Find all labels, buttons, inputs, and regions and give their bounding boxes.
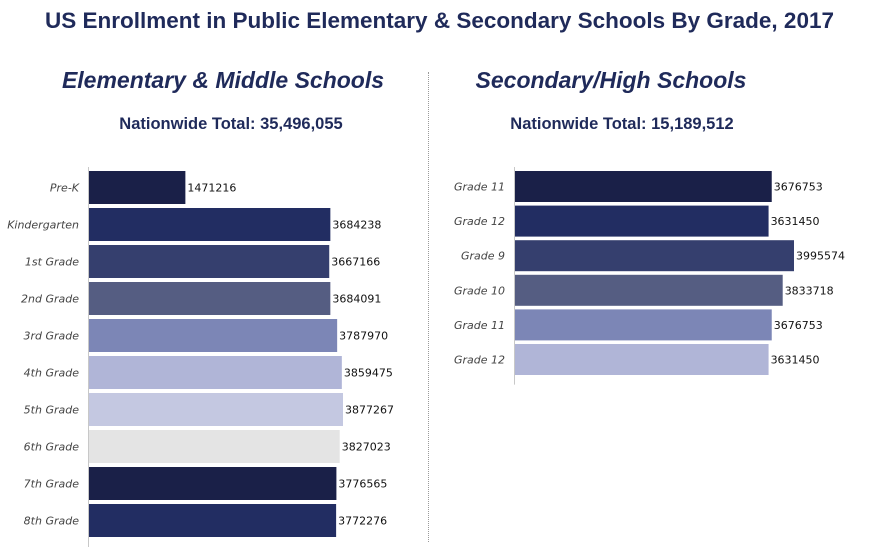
category-label: Grade 11 — [454, 181, 505, 194]
bar — [515, 205, 769, 237]
category-label: 7th Grade — [24, 478, 80, 491]
bar — [515, 171, 772, 202]
value-label: 3667166 — [331, 256, 380, 269]
value-label: 3833718 — [785, 284, 834, 297]
bar — [89, 356, 342, 389]
category-label: 4th Grade — [24, 367, 80, 380]
bar — [515, 240, 794, 272]
value-label: 3859475 — [344, 367, 393, 380]
bar — [89, 282, 331, 315]
bar — [89, 245, 330, 278]
value-label: 3827023 — [342, 441, 391, 454]
value-label: 3776565 — [338, 478, 387, 491]
value-label: 3684091 — [332, 293, 381, 306]
category-label: 8th Grade — [24, 515, 80, 528]
value-label: 3684238 — [332, 219, 381, 232]
bar — [89, 467, 337, 500]
category-label: Grade 10 — [454, 284, 505, 297]
category-label: 3rd Grade — [23, 330, 79, 343]
bar — [89, 208, 331, 241]
chart-title: US Enrollment in Public Elementary & Sec… — [44, 8, 834, 33]
value-label: 3787970 — [339, 330, 388, 343]
value-label: 3631450 — [771, 215, 820, 228]
category-label: 1st Grade — [25, 256, 79, 269]
value-label: 3676753 — [774, 319, 823, 332]
panel-title-secondary: Secondary/High Schools — [475, 67, 747, 93]
category-label: Grade 9 — [461, 250, 505, 263]
bar — [89, 319, 338, 352]
value-label: 3631450 — [771, 354, 820, 367]
value-label: 3772276 — [338, 515, 387, 528]
category-label: Grade 12 — [454, 354, 505, 367]
category-label: 2nd Grade — [21, 293, 79, 306]
bar — [515, 274, 783, 306]
value-label: 1471216 — [187, 182, 236, 195]
bar — [89, 171, 186, 204]
bar — [515, 309, 772, 341]
category-label: Grade 12 — [454, 215, 505, 228]
category-label: Grade 11 — [454, 319, 505, 332]
value-label: 3676753 — [774, 181, 823, 194]
panel-total-elementary: Nationwide Total: 35,496,055 — [119, 115, 343, 133]
bar — [89, 504, 337, 537]
panel-total-secondary: Nationwide Total: 15,189,512 — [510, 115, 734, 133]
panel-divider — [428, 72, 429, 542]
panel-title-elementary: Elementary & Middle Schools — [61, 67, 385, 93]
category-label: Pre-K — [50, 182, 80, 195]
category-label: 6th Grade — [24, 441, 80, 454]
category-label: Kindergarten — [7, 219, 79, 232]
bar — [89, 430, 340, 463]
value-label: 3877267 — [345, 404, 394, 417]
value-label: 3995574 — [796, 250, 845, 263]
category-label: 5th Grade — [24, 404, 80, 417]
bar — [515, 344, 769, 375]
bar — [89, 393, 343, 426]
